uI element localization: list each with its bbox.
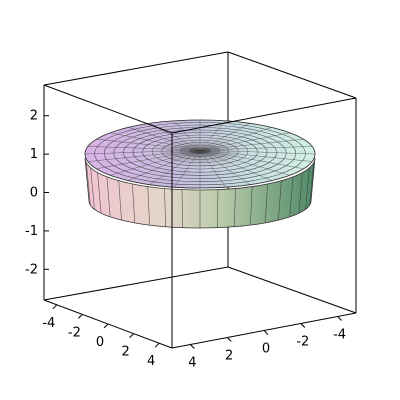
box-edge-bottom-back-right: [227, 266, 357, 314]
y-tick-label: -4: [333, 328, 346, 343]
wall-grid-line: [278, 180, 282, 221]
x-tick-mark: [52, 304, 58, 310]
x-tick-label: -2: [68, 325, 81, 340]
wall-grid-line: [298, 172, 303, 214]
x-tick-mark: [154, 342, 160, 348]
y-tick-label: 4: [188, 356, 196, 371]
box-edge-bottom-back-left: [43, 266, 229, 301]
wall-grid-line: [250, 186, 253, 226]
axis-ticks: -2 -1 0 1 2 -4 -2 0 2 4 4 2 0 -2 -4: [25, 109, 346, 371]
disc-surface: [84, 119, 316, 229]
y-tick-mark: [300, 323, 306, 328]
y-tick-label: -2: [296, 335, 309, 350]
y-tick-label: 0: [262, 342, 270, 357]
wall-grid-line: [305, 167, 310, 210]
wall-grid-line: [147, 186, 150, 226]
wall-grid-line: [164, 188, 166, 227]
z-tick-label: 1: [30, 147, 38, 162]
y-tick-mark: [226, 337, 232, 342]
wall-grid-line: [264, 183, 268, 223]
z-tick-label: 0: [30, 186, 38, 201]
x-tick-mark: [103, 323, 109, 329]
box-front-edges: [43, 51, 357, 349]
y-tick-label: 2: [225, 349, 233, 364]
wall-grid-line: [289, 176, 294, 217]
x-tick-label: 4: [147, 354, 155, 369]
box-edge-top-back-right: [227, 51, 357, 99]
z-tick-label: -1: [25, 224, 38, 239]
y-tick-mark: [337, 316, 342, 321]
box-edge-top-back-left: [43, 51, 229, 86]
x-tick-label: -4: [42, 316, 55, 331]
x-tick-mark: [129, 333, 134, 338]
wall-grid-line: [106, 176, 111, 217]
wall-grid-line: [90, 167, 95, 210]
wall-grid-line: [181, 189, 183, 228]
wall-grid-line: [309, 162, 314, 206]
z-tick-label: -2: [25, 262, 38, 277]
wall-grid-line: [217, 189, 219, 228]
top-center-shade: [136, 133, 264, 171]
x-tick-mark: [78, 314, 83, 319]
x-tick-label: 2: [121, 345, 129, 360]
wall-grid-line: [97, 172, 102, 214]
box-edge-top-front-left: [43, 84, 173, 134]
y-tick-mark: [263, 330, 269, 335]
y-tick-mark: [190, 344, 195, 349]
wall-grid-line: [86, 162, 91, 206]
wall-grid-line: [132, 183, 136, 223]
wall-grid-line: [234, 188, 236, 227]
wall-grid-line: [118, 180, 122, 221]
z-tick-label: 2: [30, 109, 38, 124]
box-edge-top-front-right: [171, 97, 357, 134]
x-tick-label: 0: [96, 335, 104, 350]
